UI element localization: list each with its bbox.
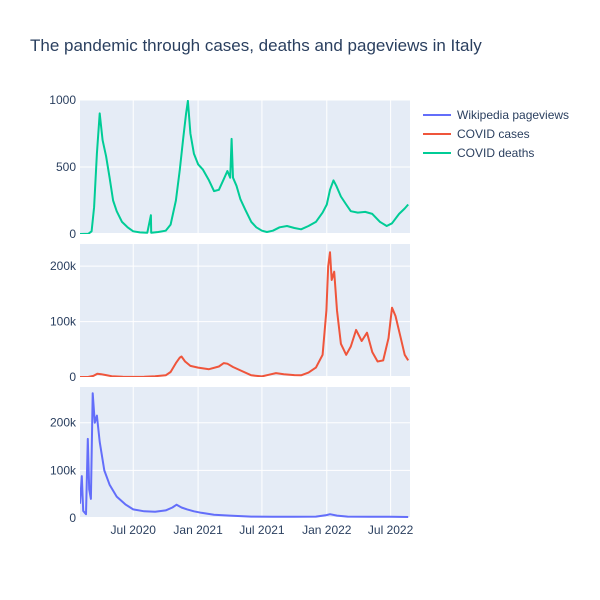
plot-area [80,387,410,518]
y-tick-label: 1000 [49,93,76,107]
x-tick-label: Jul 2021 [239,523,285,537]
legend-label: Wikipedia pageviews [457,108,569,122]
legend[interactable]: Wikipedia pageviews COVID cases COVID deat… [423,108,569,160]
panel-wikipedia-pageviews: 0 100k 200k [50,387,410,525]
chart-title: The pandemic through cases, deaths and p… [30,36,482,55]
legend-label: COVID cases [457,127,530,141]
legend-item-covid-cases[interactable]: COVID cases [423,127,530,141]
y-tick-label: 0 [69,227,76,241]
y-tick-label: 200k [50,416,77,430]
y-tick-label: 100k [50,315,77,329]
x-tick-label: Jul 2020 [111,523,157,537]
plot-area [80,244,410,377]
panel-covid-cases: 0 100k 200k [50,244,410,384]
legend-item-wikipedia-pageviews[interactable]: Wikipedia pageviews [423,108,569,122]
y-tick-label: 200k [50,259,77,273]
x-tick-label: Jul 2022 [368,523,414,537]
panel-covid-deaths: 0 500 1000 [49,93,410,241]
series-line-wikipedia-pageviews [80,392,409,518]
legend-label: COVID deaths [457,146,534,160]
x-tick-label: Jan 2021 [173,523,223,537]
series-line-covid-cases [80,251,410,377]
y-tick-label: 0 [69,511,76,525]
x-axis: Jul 2020 Jan 2021 Jul 2021 Jan 2022 Jul 2022 [111,523,414,537]
series-line-covid-deaths [80,100,409,234]
subplots: 0 500 1000 0 100k 200k 0 100k 200k [49,93,410,525]
y-tick-label: 500 [56,160,76,174]
y-tick-label: 0 [69,370,76,384]
legend-item-covid-deaths[interactable]: COVID deaths [423,146,534,160]
y-tick-label: 100k [50,463,77,477]
x-tick-label: Jan 2022 [302,523,352,537]
